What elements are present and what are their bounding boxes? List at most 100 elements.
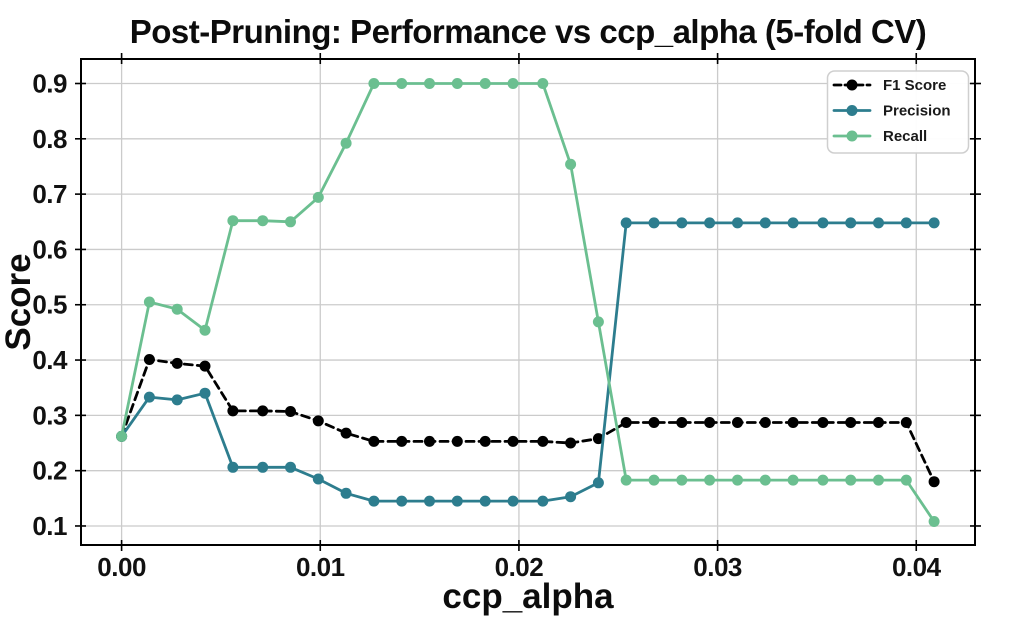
data-point-precision	[592, 477, 604, 489]
data-point-f1-score	[227, 405, 239, 417]
data-point-f1-score	[312, 415, 324, 427]
data-point-recall	[199, 324, 211, 336]
data-point-recall	[620, 474, 632, 486]
data-point-precision	[396, 495, 408, 507]
data-point-precision	[537, 495, 549, 507]
data-point-precision	[676, 217, 688, 229]
legend-box	[826, 70, 970, 154]
x-tick-label: 0.02	[495, 552, 544, 582]
y-tick-labels: 0.1 0.2 0.3 0.4 0.5 0.6 0.7 0.8 0.9	[32, 69, 68, 541]
x-tick-labels: 0.00 0.01 0.02 0.03 0.04	[97, 552, 942, 582]
data-point-precision	[143, 391, 155, 403]
data-point-recall	[732, 474, 743, 486]
data-point-f1-score	[479, 435, 491, 447]
data-point-f1-score	[620, 417, 632, 428]
y-tick-label: 0.1	[32, 511, 67, 541]
data-point-recall	[592, 316, 604, 328]
data-point-f1-score	[368, 435, 380, 447]
y-tick-label: 0.5	[32, 290, 67, 320]
data-point-recall	[143, 296, 155, 308]
data-point-f1-score	[340, 427, 352, 439]
data-point-f1-score	[424, 435, 435, 447]
data-point-recall	[479, 78, 491, 89]
data-point-precision	[620, 217, 632, 229]
data-point-f1-score	[171, 357, 183, 369]
data-point-recall	[676, 474, 688, 486]
data-point-recall	[787, 474, 799, 486]
y-axis-label: Score	[0, 253, 38, 350]
data-point-precision	[900, 217, 912, 229]
data-point-recall	[312, 191, 324, 203]
data-point-precision	[340, 487, 352, 499]
data-point-recall	[704, 474, 716, 486]
y-tick-label: 0.9	[32, 69, 67, 99]
data-point-f1-score	[537, 435, 549, 447]
data-point-f1-score	[143, 354, 155, 365]
data-point-precision	[817, 217, 829, 229]
data-point-recall	[451, 78, 463, 89]
data-point-recall	[873, 474, 884, 486]
y-tick-label: 0.3	[32, 400, 67, 430]
data-point-f1-score	[396, 435, 408, 447]
data-point-recall	[507, 78, 519, 89]
data-point-precision	[845, 217, 857, 229]
y-tick-label: 0.6	[32, 234, 67, 264]
data-point-recall	[817, 474, 829, 486]
data-point-recall	[648, 474, 660, 486]
data-point-recall	[340, 137, 352, 149]
series-line-recall	[120, 82, 936, 523]
y-tick-label: 0.4	[32, 345, 68, 375]
data-point-precision	[928, 217, 940, 229]
y-tick-label: 0.2	[32, 456, 67, 486]
data-point-precision	[704, 217, 716, 229]
data-point-recall	[368, 78, 380, 89]
x-tick-label: 0.00	[97, 552, 146, 582]
data-point-f1-score	[451, 435, 463, 447]
data-point-recall	[845, 474, 857, 486]
x-axis-label: ccp_alpha	[442, 577, 614, 616]
data-point-precision	[565, 491, 577, 503]
data-point-precision	[787, 217, 799, 229]
data-point-f1-score	[787, 417, 799, 428]
legend-label-recall: Recall	[883, 128, 927, 145]
data-point-precision	[648, 217, 660, 229]
x-tick-label: 0.01	[296, 552, 345, 582]
data-point-recall	[257, 215, 269, 227]
legend-item-recall: Recall	[832, 128, 927, 145]
legend-label-f1-score: F1 Score	[883, 77, 946, 94]
legend-label-precision: Precision	[883, 103, 951, 120]
data-point-f1-score	[704, 417, 716, 428]
y-tick-label: 0.8	[32, 124, 67, 154]
series-line-precision	[120, 221, 936, 503]
data-point-precision	[732, 217, 743, 229]
legend: F1 Score Precision Recall	[826, 70, 970, 154]
data-point-precision	[312, 473, 324, 485]
data-point-recall	[396, 78, 408, 89]
data-point-recall	[565, 158, 577, 170]
data-point-f1-score	[732, 417, 743, 428]
data-point-precision	[759, 217, 771, 229]
legend-item-f1-score: F1 Score	[832, 77, 946, 94]
series-lines	[116, 78, 940, 527]
data-point-f1-score	[845, 417, 857, 428]
data-point-precision	[507, 495, 519, 507]
data-point-f1-score	[565, 437, 577, 449]
data-point-precision	[368, 495, 380, 507]
data-point-recall	[171, 303, 183, 315]
data-point-recall	[227, 215, 239, 227]
data-point-recall	[424, 78, 435, 89]
data-point-f1-score	[676, 417, 688, 428]
series-line-f1-score	[120, 358, 936, 484]
data-point-precision	[873, 217, 884, 229]
data-point-precision	[257, 461, 269, 473]
plot-border	[80, 58, 976, 546]
data-point-f1-score	[817, 417, 829, 428]
axis-tick-marks	[75, 53, 981, 551]
data-point-f1-score	[759, 417, 771, 428]
legend-item-precision: Precision	[832, 103, 951, 120]
chart-title: Post-Pruning: Performance vs ccp_alpha (…	[130, 13, 927, 50]
data-point-precision	[451, 495, 463, 507]
data-point-f1-score	[648, 417, 660, 428]
data-point-precision	[479, 495, 491, 507]
